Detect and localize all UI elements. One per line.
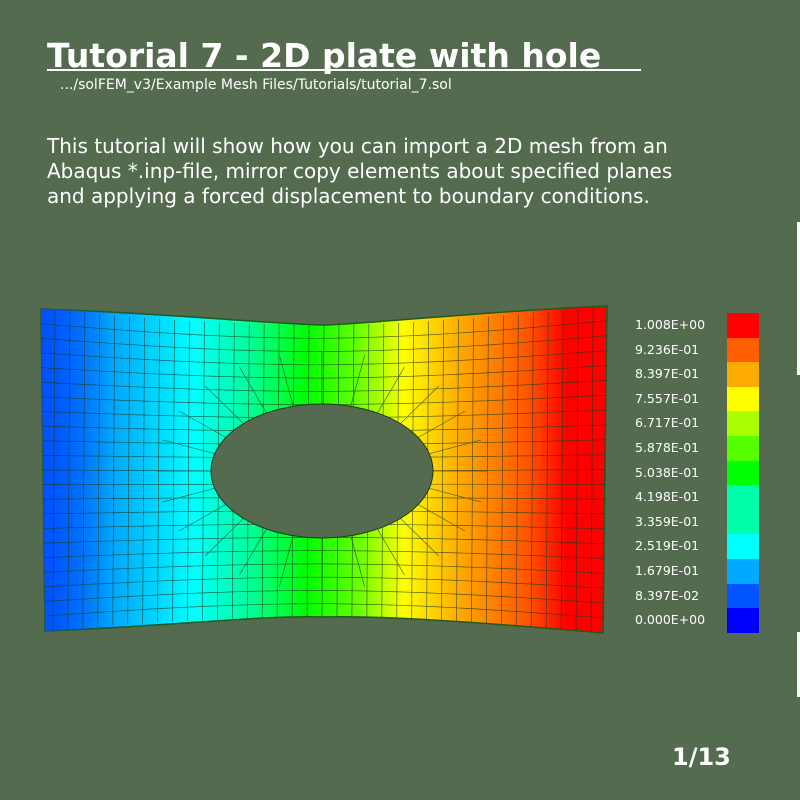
mesh-line xyxy=(400,518,439,557)
mesh-line xyxy=(429,488,482,503)
mesh-line xyxy=(41,603,607,619)
edge-line-bottom xyxy=(797,632,800,697)
description-line-2: Abaqus *.inp-file, mirror copy elements … xyxy=(47,159,673,183)
legend-row: 2.519E-01 xyxy=(630,534,760,559)
mesh-line xyxy=(41,335,607,352)
legend-label: 2.519E-01 xyxy=(635,538,700,554)
legend-row: 5.038E-01 xyxy=(630,460,760,486)
legend-label: 1.679E-01 xyxy=(635,562,700,578)
legend-label: 8.397E-02 xyxy=(635,587,700,603)
edge-line-top xyxy=(797,222,800,375)
legend-label: 3.359E-01 xyxy=(635,513,700,529)
mesh-line xyxy=(178,504,227,532)
legend-row: 3.359E-01 xyxy=(630,509,760,535)
mesh-line xyxy=(239,366,267,414)
mesh-line xyxy=(41,365,607,379)
legend-swatch xyxy=(727,411,759,436)
mesh-line xyxy=(41,320,607,339)
description-line-1: This tutorial will show how you can impo… xyxy=(47,134,668,158)
description: This tutorial will show how you can impo… xyxy=(47,134,757,209)
legend-swatch xyxy=(727,485,759,510)
mesh-line xyxy=(41,550,607,560)
legend-swatch xyxy=(727,608,759,633)
legend-swatch xyxy=(727,534,759,559)
mesh-line xyxy=(377,366,405,414)
legend-label: 0.000E+00 xyxy=(635,612,706,628)
legend-row: 8.397E-01 xyxy=(630,362,760,387)
mesh-line xyxy=(400,385,439,424)
legend-swatch xyxy=(727,435,759,461)
mesh-line xyxy=(162,488,215,503)
mesh-line xyxy=(417,504,466,532)
description-line-3: and applying a forced displacement to bo… xyxy=(47,184,650,208)
legend-label: 8.397E-01 xyxy=(635,366,700,382)
legend-row: 0.000E+00 xyxy=(630,608,760,633)
mesh-line xyxy=(178,410,227,438)
mesh-line xyxy=(41,379,607,392)
file-path: .../solFEM_v3/Example Mesh Files/Tutoria… xyxy=(60,77,452,93)
slide-title: Tutorial 7 - 2D plate with hole xyxy=(47,36,602,75)
mesh-line xyxy=(417,410,466,438)
mesh-line xyxy=(350,535,366,588)
legend-row: 6.717E-01 xyxy=(630,411,760,436)
page-number: 1/13 xyxy=(672,743,731,771)
legend-row: 9.236E-01 xyxy=(630,337,760,363)
mesh-line xyxy=(278,354,294,407)
color-legend: 1.008E+00 9.236E-01 8.397E-01 7.557E-01 6.71… xyxy=(630,313,760,633)
legend-row: 7.557E-01 xyxy=(630,386,760,412)
hole xyxy=(210,403,434,539)
title-underline xyxy=(47,69,641,71)
legend-swatch xyxy=(727,509,759,535)
mesh-line xyxy=(205,385,244,424)
mesh-line xyxy=(377,528,405,576)
legend-label: 4.198E-01 xyxy=(635,489,700,505)
legend-row: 4.198E-01 xyxy=(630,485,760,510)
legend-row: 1.679E-01 xyxy=(630,558,760,584)
mesh-line xyxy=(350,354,366,407)
legend-row: 1.008E+00 xyxy=(630,313,760,338)
legend-label: 5.038E-01 xyxy=(635,464,700,480)
mesh-line xyxy=(41,576,607,589)
mesh-line xyxy=(41,350,607,366)
mesh-line xyxy=(162,439,215,454)
mesh-line xyxy=(205,518,244,557)
legend-swatch xyxy=(727,558,759,584)
mesh-line xyxy=(429,439,482,454)
mesh-line xyxy=(41,563,607,574)
mesh-line xyxy=(239,528,267,576)
legend-swatch xyxy=(727,337,759,363)
legend-label: 7.557E-01 xyxy=(635,390,700,406)
legend-row: 8.397E-02 xyxy=(630,583,760,609)
legend-swatch xyxy=(727,460,759,486)
fem-contour-plot xyxy=(40,305,608,634)
legend-swatch xyxy=(727,386,759,412)
legend-swatch xyxy=(727,583,759,609)
legend-row: 5.878E-01 xyxy=(630,435,760,461)
legend-swatch xyxy=(727,313,759,338)
legend-swatch xyxy=(727,362,759,387)
legend-label: 6.717E-01 xyxy=(635,415,700,431)
mesh-line xyxy=(41,590,607,604)
legend-label: 9.236E-01 xyxy=(635,341,700,357)
legend-label: 1.008E+00 xyxy=(635,317,706,332)
mesh-line xyxy=(278,535,294,588)
legend-label: 5.878E-01 xyxy=(635,439,700,455)
